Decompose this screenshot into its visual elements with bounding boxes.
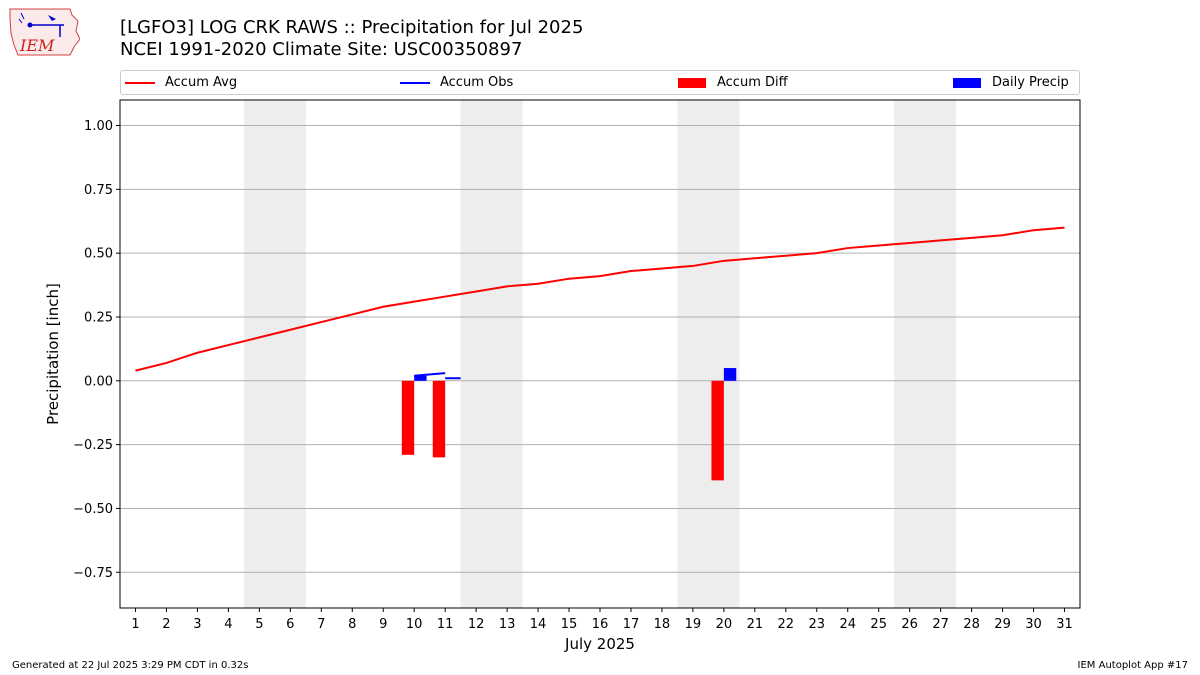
x-tick-label: 23 [809, 617, 826, 632]
legend-item-accum-diff: Accum Diff [678, 71, 788, 94]
x-tick-label: 16 [592, 617, 609, 632]
x-tick-label: 30 [1025, 617, 1042, 632]
accum-diff-bar [432, 380, 446, 458]
x-tick-label: 24 [839, 617, 856, 632]
y-tick-label: 1.00 [84, 119, 113, 134]
legend-label-accum-avg: Accum Avg [165, 75, 238, 90]
accum-avg-line [135, 226, 1065, 372]
x-tick-label: 13 [499, 617, 516, 632]
legend-swatch-accum-avg [125, 81, 155, 84]
daily-precip-bar [414, 375, 427, 381]
legend-item-accum-avg: Accum Avg [125, 71, 237, 94]
legend-label-daily-precip: Daily Precip [992, 75, 1069, 90]
x-tick-label: 7 [317, 617, 325, 632]
x-tick-label: 10 [406, 617, 423, 632]
x-tick-label: 17 [623, 617, 640, 632]
weekend-band [243, 100, 306, 608]
x-tick-label: 25 [870, 617, 887, 632]
logo-text: IEM [19, 36, 55, 55]
x-tick-label: 27 [932, 617, 949, 632]
x-tick-label: 5 [255, 617, 263, 632]
daily-precip-bar [723, 368, 737, 381]
x-tick-label: 20 [716, 617, 733, 632]
x-tick-label: 14 [530, 617, 547, 632]
x-tick-label: 4 [224, 617, 232, 632]
x-tick-label: 28 [963, 617, 980, 632]
x-axis-label: July 2025 [564, 635, 635, 653]
accum-diff-bar [401, 380, 415, 455]
y-tick-label: 0.00 [84, 374, 113, 389]
x-tick-label: 3 [193, 617, 201, 632]
y-tick-label: −0.50 [73, 502, 113, 517]
legend-item-accum-obs: Accum Obs [400, 71, 513, 94]
footer-app: IEM Autoplot App #17 [1077, 660, 1188, 671]
x-tick-label: 19 [685, 617, 702, 632]
title-line-2: NCEI 1991-2020 Climate Site: USC00350897 [120, 39, 523, 60]
x-tick-label: 11 [437, 617, 454, 632]
title-line-1: [LGFO3] LOG CRK RAWS :: Precipitation fo… [120, 17, 584, 38]
weekend-band [894, 100, 957, 608]
x-tick-label: 15 [561, 617, 578, 632]
chart-title: [LGFO3] LOG CRK RAWS :: Precipitation fo… [120, 17, 583, 61]
legend-item-daily-precip: Daily Precip [953, 71, 1069, 94]
x-tick-label: 22 [778, 617, 795, 632]
y-tick-label: 0.75 [84, 183, 113, 198]
footer-generated: Generated at 22 Jul 2025 3:29 PM CDT in … [12, 660, 249, 671]
x-tick-label: 6 [286, 617, 294, 632]
x-tick-label: 9 [379, 617, 387, 632]
legend-label-accum-diff: Accum Diff [717, 75, 788, 90]
y-tick-label: −0.25 [73, 438, 113, 453]
y-tick-label: −0.75 [73, 566, 113, 581]
y-axis-label: Precipitation [inch] [44, 283, 62, 425]
x-tick-label: 18 [654, 617, 671, 632]
accum-diff-bar [711, 380, 724, 481]
weekend-band [677, 100, 740, 608]
legend-swatch-daily-precip [953, 77, 981, 88]
accum-obs-line [414, 372, 446, 377]
legend: Accum Avg Accum Obs Accum Diff Daily Pre… [120, 70, 1080, 95]
y-tick-label: 0.25 [84, 310, 113, 325]
x-tick-label: 8 [348, 617, 356, 632]
weekend-band [460, 100, 523, 608]
legend-label-accum-obs: Accum Obs [440, 75, 514, 90]
x-tick-label: 31 [1056, 617, 1073, 632]
x-tick-label: 26 [901, 617, 918, 632]
legend-swatch-accum-obs [400, 81, 430, 84]
y-tick-label: 0.50 [84, 247, 113, 262]
x-tick-label: 21 [747, 617, 764, 632]
legend-swatch-accum-diff [678, 77, 706, 88]
iem-logo: IEM [8, 5, 81, 59]
x-tick-label: 1 [131, 617, 139, 632]
x-tick-label: 2 [162, 617, 170, 632]
x-tick-label: 29 [994, 617, 1011, 632]
x-tick-label: 12 [468, 617, 485, 632]
